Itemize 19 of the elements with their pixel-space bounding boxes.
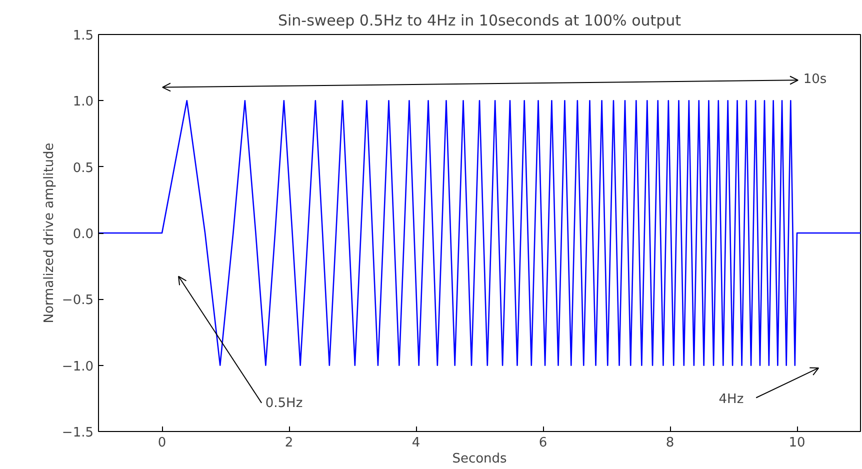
- y-tick-label: 1.5: [72, 28, 94, 44]
- x-tick-label: 4: [412, 436, 420, 450]
- y-tick-label: −1.0: [62, 359, 94, 374]
- x-tick-label: 0: [158, 436, 166, 450]
- y-tick-label: −0.5: [62, 293, 94, 308]
- x-tick-label: 2: [284, 436, 294, 450]
- y-tick-label: 0.0: [72, 227, 94, 242]
- y-tick-label: 0.5: [72, 160, 94, 176]
- annotation: 0.5Hz: [265, 396, 303, 412]
- x-tick-label: 6: [538, 436, 548, 450]
- annotation: 10s: [803, 72, 827, 87]
- y-tick-label: 1.0: [72, 94, 94, 110]
- annotation: 4Hz: [718, 392, 744, 408]
- y-axis-title: Normalized drive amplitude: [42, 142, 57, 324]
- x-axis-title: Seconds: [452, 452, 508, 466]
- chart-title: Sin-sweep 0.5Hz to 4Hz in 10seconds at 100% output: [278, 12, 682, 30]
- x-tick-label: 8: [666, 436, 674, 450]
- y-tick-label: −1.5: [62, 426, 94, 440]
- x-tick-label: 10: [788, 436, 806, 450]
